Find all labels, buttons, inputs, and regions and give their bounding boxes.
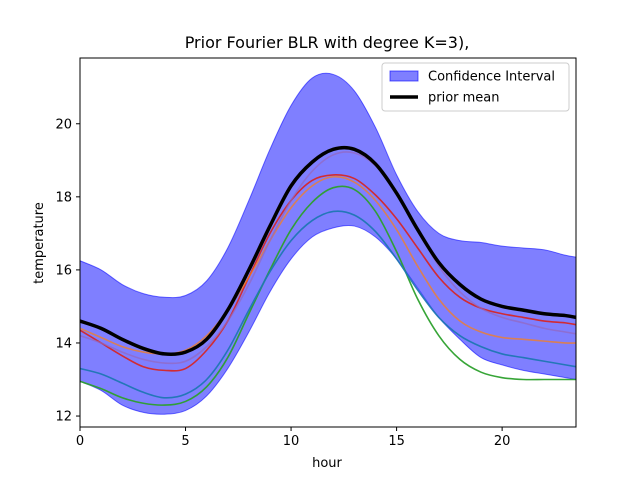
- sample-line-3: [80, 151, 576, 365]
- plot-area: [80, 72, 576, 415]
- legend: Confidence Interval prior mean: [381, 62, 570, 112]
- x-tick-label: 0: [76, 434, 84, 449]
- y-tick-label: 14: [55, 336, 72, 351]
- sample-line-1: [80, 174, 576, 372]
- axes: 0 5 10 15 20 12 14 16 18 20: [55, 57, 577, 449]
- x-tick-label: 15: [388, 434, 405, 449]
- x-tick-label: 10: [283, 434, 300, 449]
- x-tick-label: 5: [181, 434, 189, 449]
- sample-line-4: [80, 185, 576, 406]
- legend-swatch-confidence-interval: [389, 70, 419, 82]
- y-tick-label: 12: [55, 410, 72, 425]
- legend-label: prior mean: [428, 91, 500, 106]
- y-tick-label: 20: [55, 117, 72, 132]
- legend-box: [381, 62, 570, 112]
- sample-line-5: [80, 210, 576, 399]
- x-axis-label: hour: [312, 456, 342, 471]
- chart-title: Prior Fourier BLR with degree K=3),: [185, 33, 470, 52]
- y-tick-label: 16: [55, 263, 72, 278]
- axes-frame: [79, 57, 577, 428]
- y-tick-label: 18: [55, 190, 72, 205]
- x-tick-label: 20: [494, 434, 511, 449]
- y-axis-label: temperature: [32, 202, 47, 284]
- prior-mean-line: [80, 145, 576, 357]
- legend-label: Confidence Interval: [428, 70, 555, 85]
- plot-inner: [80, 72, 576, 415]
